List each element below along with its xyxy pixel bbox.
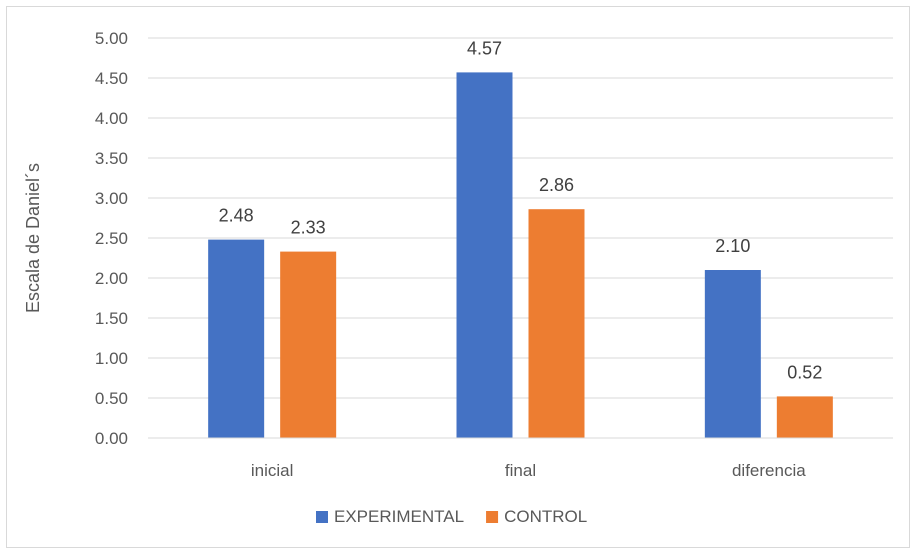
bars [208, 72, 833, 439]
y-tick-label: 0.00 [95, 429, 128, 448]
y-tick-label: 4.50 [95, 69, 128, 88]
x-axis-ticks: inicial final diferencia [251, 461, 806, 480]
y-axis-title: Escala de Daniel´s [23, 163, 43, 313]
gridlines [148, 37, 893, 399]
x-tick-label: final [505, 461, 536, 480]
legend-label: EXPERIMENTAL [334, 507, 464, 526]
y-tick-label: 2.00 [95, 269, 128, 288]
bar-control-final [528, 209, 585, 438]
data-label: 2.33 [291, 218, 326, 238]
y-tick-label: 3.50 [95, 149, 128, 168]
legend: EXPERIMENTAL CONTROL [316, 507, 587, 526]
y-tick-label: 3.00 [95, 189, 128, 208]
data-label: 2.48 [219, 206, 254, 226]
y-axis-ticks: 0.00 0.50 1.00 1.50 2.00 2.50 3.00 3.50 4.00 4.50… [95, 29, 128, 448]
y-tick-label: 1.50 [95, 309, 128, 328]
y-tick-label: 4.00 [95, 109, 128, 128]
data-label: 2.86 [539, 175, 574, 195]
data-label: 4.57 [467, 38, 502, 58]
bar-experimental-inicial [208, 239, 265, 438]
y-tick-label: 1.00 [95, 349, 128, 368]
bar-control-diferencia [776, 396, 833, 438]
x-tick-label: inicial [251, 461, 294, 480]
legend-label: CONTROL [504, 507, 587, 526]
legend-swatch-experimental [316, 511, 328, 523]
data-label: 0.52 [787, 362, 822, 382]
y-tick-label: 0.50 [95, 389, 128, 408]
bar-control-inicial [280, 251, 337, 438]
data-labels: 2.48 2.33 4.57 2.86 2.10 0.52 [219, 38, 823, 382]
data-label: 2.10 [715, 236, 750, 256]
bar-experimental-final [456, 72, 513, 439]
bar-experimental-diferencia [704, 270, 761, 438]
legend-swatch-control [486, 511, 499, 523]
y-tick-label: 2.50 [95, 229, 128, 248]
y-tick-label: 5.00 [95, 29, 128, 48]
x-tick-label: diferencia [732, 461, 806, 480]
